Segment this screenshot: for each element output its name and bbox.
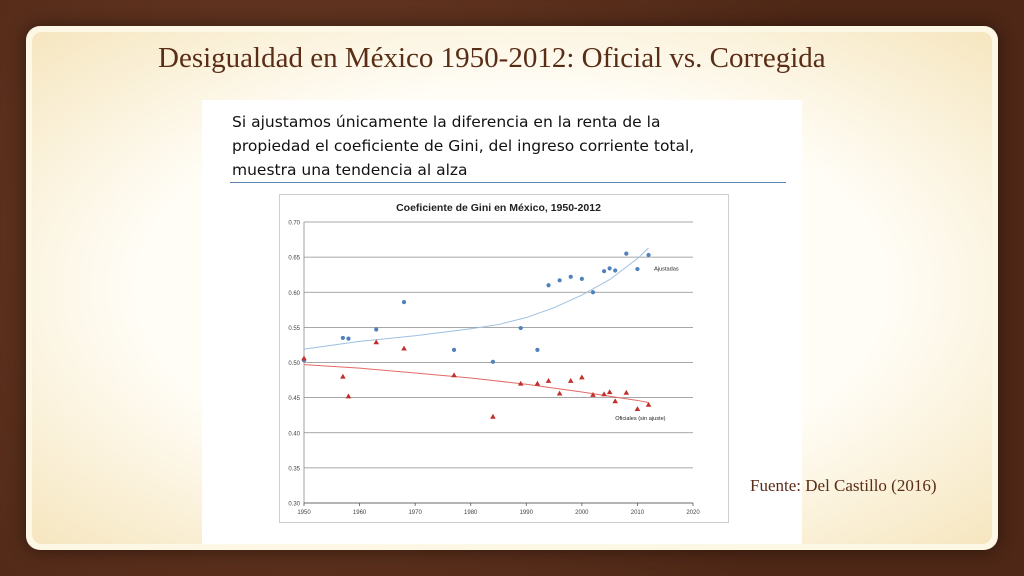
trendline-ajustadas (303, 247, 649, 350)
data-point-ajustadas (601, 269, 607, 274)
data-point-oficiales (606, 389, 613, 395)
data-point-ajustadas (579, 276, 584, 282)
data-point-ajustadas (624, 251, 629, 256)
data-point-ajustadas (613, 268, 618, 273)
data-point-oficiales (345, 393, 352, 399)
chart-title: Coeficiente de Gini en México, 1950-2012 (396, 202, 601, 214)
data-point-oficiales (601, 391, 607, 397)
content-panel: Si ajustamos únicamente la diferencia en… (202, 100, 802, 544)
slide-title: Desigualdad en México 1950-2012: Oficial… (158, 42, 826, 74)
y-tick-label: 0.45 (288, 396, 300, 402)
slide: Desigualdad en México 1950-2012: Oficial… (26, 26, 998, 550)
chart-container: Coeficiente de Gini en México, 1950-2012… (279, 194, 729, 523)
data-point-ajustadas (590, 290, 596, 295)
data-point-ajustadas (535, 347, 540, 352)
data-point-ajustadas (451, 347, 457, 352)
y-tick-label: 0.70 (288, 221, 300, 227)
data-point-ajustadas (635, 266, 640, 272)
divider-line (230, 182, 786, 183)
data-point-ajustadas (646, 252, 651, 258)
data-point-oficiales (556, 390, 563, 396)
data-point-oficiales (301, 355, 307, 361)
data-point-ajustadas (607, 266, 612, 271)
x-tick-label: 1990 (520, 510, 534, 516)
data-point-ajustadas (568, 274, 573, 279)
data-point-oficiales (340, 373, 346, 379)
data-point-oficiales (490, 413, 496, 419)
data-point-ajustadas (546, 283, 551, 288)
data-point-ajustadas (374, 327, 379, 332)
data-point-oficiales (623, 389, 630, 395)
data-point-oficiales (517, 380, 524, 386)
x-tick-label: 2000 (575, 510, 589, 516)
data-point-oficiales (373, 339, 380, 345)
data-point-oficiales (579, 374, 585, 380)
source-citation: Fuente: Del Castillo (2016) (750, 476, 937, 495)
data-point-ajustadas (340, 335, 345, 341)
description-line: Si ajustamos únicamente la diferencia en… (232, 113, 661, 131)
x-tick-label: 1950 (297, 510, 311, 516)
data-point-oficiales (545, 377, 552, 383)
x-tick-label: 1970 (408, 510, 422, 516)
x-tick-label: 1980 (464, 510, 478, 516)
description-text: Si ajustamos únicamente la diferencia en… (232, 110, 772, 182)
data-point-oficiales (645, 401, 652, 407)
y-tick-label: 0.50 (288, 361, 300, 367)
data-point-oficiales (451, 372, 457, 378)
x-tick-label: 1960 (353, 510, 367, 516)
data-point-oficiales (612, 398, 618, 404)
data-point-oficiales (590, 392, 596, 397)
series-label-oficiales: Oficiales (sin ajuste) (615, 416, 665, 422)
y-tick-label: 0.65 (288, 256, 300, 262)
y-tick-label: 0.60 (288, 291, 300, 297)
data-point-oficiales (567, 377, 574, 383)
y-tick-label: 0.40 (288, 431, 300, 437)
series-label-ajustadas: Ajustadas (654, 266, 679, 272)
data-point-oficiales (634, 406, 641, 411)
gini-chart: Coeficiente de Gini en México, 1950-2012… (288, 202, 700, 516)
y-tick-label: 0.30 (288, 502, 300, 508)
data-point-oficiales (534, 380, 541, 386)
x-tick-label: 2010 (631, 510, 645, 516)
y-tick-label: 0.35 (288, 466, 300, 472)
y-tick-label: 0.55 (288, 326, 300, 332)
data-point-ajustadas (401, 299, 407, 305)
data-point-oficiales (401, 345, 407, 351)
data-point-ajustadas (490, 359, 496, 364)
data-point-ajustadas (346, 336, 351, 341)
data-point-ajustadas (557, 278, 562, 283)
description-line: propiedad el coeficiente de Gini, del in… (232, 137, 695, 155)
description-line: muestra una tendencia al alza (232, 161, 468, 179)
trendline-oficiales (303, 364, 649, 404)
x-tick-label: 2020 (686, 510, 700, 516)
data-point-ajustadas (518, 325, 523, 331)
